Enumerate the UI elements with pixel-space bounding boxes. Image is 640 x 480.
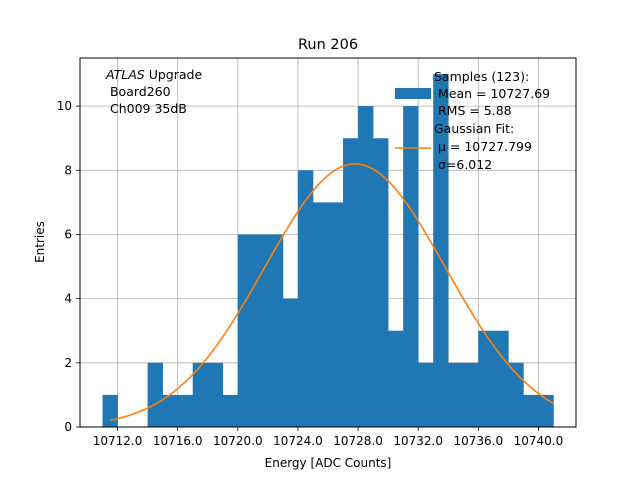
annotation-upgrade: Upgrade xyxy=(145,67,203,82)
annotation-line-1: ATLAS Upgrade xyxy=(105,67,202,82)
ticks: 10712.0 10716.0 10720.0 10724.0 10728.0 10732… xyxy=(57,99,564,448)
histogram-bar xyxy=(523,394,539,427)
legend-fit-sigma: σ=6.012 xyxy=(434,157,492,172)
x-tick-label: 10740.0 xyxy=(514,434,564,448)
histogram-bars xyxy=(102,74,554,427)
x-tick-label: 10736.0 xyxy=(453,434,503,448)
histogram-bar xyxy=(403,106,419,427)
y-axis-label: Entries xyxy=(33,221,47,263)
legend-fit-mu: μ = 10727.799 xyxy=(434,139,532,154)
histogram-bar xyxy=(282,298,299,427)
legend-fit-title: Gaussian Fit: xyxy=(434,121,514,136)
histogram-bar xyxy=(252,234,269,427)
histogram-bar xyxy=(343,138,359,427)
histogram-bar xyxy=(328,202,344,427)
histogram-bar xyxy=(222,394,239,427)
histogram-bar xyxy=(102,394,118,427)
x-tick-label: 10716.0 xyxy=(153,434,203,448)
x-tick-label: 10712.0 xyxy=(93,434,143,448)
x-tick-label: 10732.0 xyxy=(393,434,443,448)
legend-samples-title: Samples (123): xyxy=(434,69,529,84)
histogram-bar xyxy=(207,362,224,427)
chart-title: Run 206 xyxy=(298,37,358,53)
histogram-bar xyxy=(388,330,404,427)
x-tick-label: 10720.0 xyxy=(213,434,263,448)
annotation-channel: Ch009 35dB xyxy=(106,101,187,116)
y-tick-label: 10 xyxy=(57,99,72,113)
histogram-bar xyxy=(267,234,284,427)
axes-frame xyxy=(79,57,577,428)
legend-samples-mean: Mean = 10727.69 xyxy=(434,86,550,101)
annotation-board: Board260 xyxy=(106,84,171,99)
histogram-bar xyxy=(358,106,374,427)
y-tick-label: 6 xyxy=(64,227,72,241)
histogram-bar xyxy=(508,362,524,427)
histogram-bar xyxy=(418,362,434,427)
gaussian-fit-curve xyxy=(109,163,554,422)
histogram-bar xyxy=(448,362,464,427)
x-axis-label: Energy [ADC Counts] xyxy=(265,456,392,470)
histogram-bar xyxy=(478,330,494,427)
legend: Samples (123): Mean = 10727.69 RMS = 5.8… xyxy=(395,69,550,172)
atlas-annotation: ATLAS Upgrade Board260 Ch009 35dB xyxy=(105,67,202,116)
histogram-bar xyxy=(433,74,449,427)
x-tick-label: 10728.0 xyxy=(333,434,383,448)
histogram-bar xyxy=(297,170,314,427)
histogram-bar xyxy=(237,234,254,427)
histogram-bar xyxy=(373,138,389,427)
histogram-bar xyxy=(463,362,479,427)
y-tick-label: 4 xyxy=(64,292,72,306)
y-tick-label: 0 xyxy=(64,420,72,434)
legend-samples-swatch xyxy=(395,88,431,99)
histogram-bar xyxy=(192,362,209,427)
histogram-bar xyxy=(538,394,554,427)
y-tick-label: 2 xyxy=(64,356,72,370)
histogram-bar xyxy=(493,330,509,427)
legend-samples-rms: RMS = 5.88 xyxy=(434,103,512,118)
x-tick-label: 10724.0 xyxy=(273,434,323,448)
annotation-atlas: ATLAS xyxy=(105,67,145,82)
histogram-bar xyxy=(162,394,178,427)
y-tick-label: 8 xyxy=(64,163,72,177)
histogram-bar xyxy=(177,394,194,427)
histogram-bar xyxy=(147,362,163,427)
gaussian-fit xyxy=(109,163,554,422)
histogram-bar xyxy=(312,202,329,427)
